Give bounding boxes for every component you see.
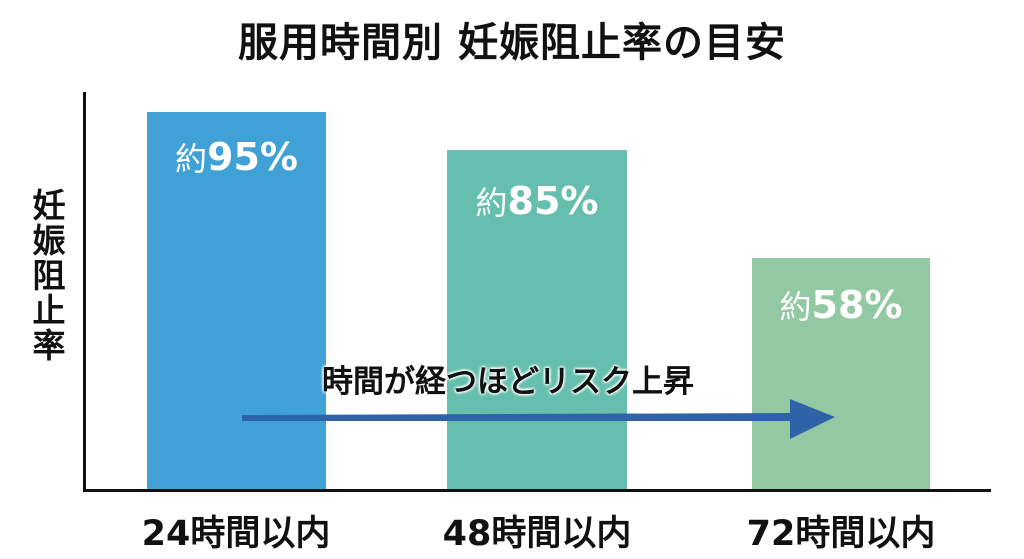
chart-title: 服用時間別 妊娠阻止率の目安 [238, 20, 786, 66]
y-axis-label: 妊娠阻止率 [27, 188, 66, 363]
x-tick-label-48h: 48時間以内 [442, 514, 632, 554]
bar-value-label: 約95% [175, 135, 298, 179]
bar-48h: 約85% [447, 150, 627, 490]
bar-value-label: 約85% [475, 179, 599, 223]
x-tick-label-72h: 72時間以内 [746, 514, 936, 554]
x-axis-line [83, 489, 991, 492]
bar-72h: 約58% [752, 258, 930, 490]
trend-annotation: 時間が経つほどリスク上昇 [322, 364, 694, 400]
x-tick-label-24h: 24時間以内 [141, 514, 331, 554]
bar-value-label: 約58% [779, 283, 903, 327]
bar-24h: 約95% [147, 112, 326, 490]
y-axis-line [83, 92, 86, 491]
